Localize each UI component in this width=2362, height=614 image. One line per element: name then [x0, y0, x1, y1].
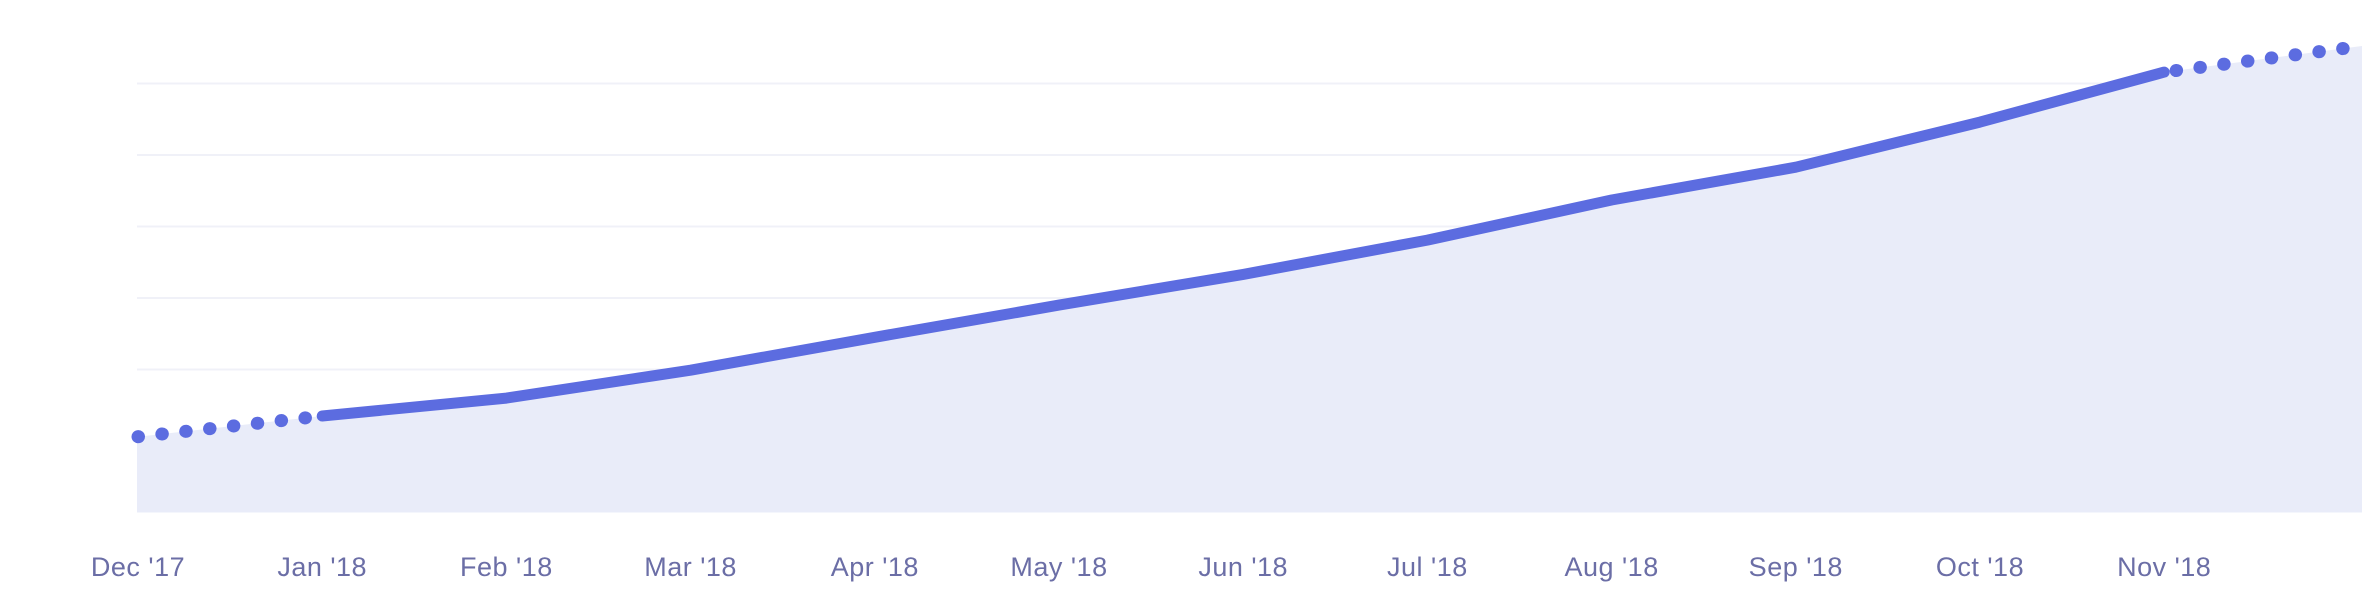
trend-line-solid — [316, 66, 2170, 422]
trend-line-dotted-left — [131, 409, 329, 444]
area-fill — [137, 46, 2362, 513]
trend-line-dotted-right — [2157, 41, 2355, 79]
